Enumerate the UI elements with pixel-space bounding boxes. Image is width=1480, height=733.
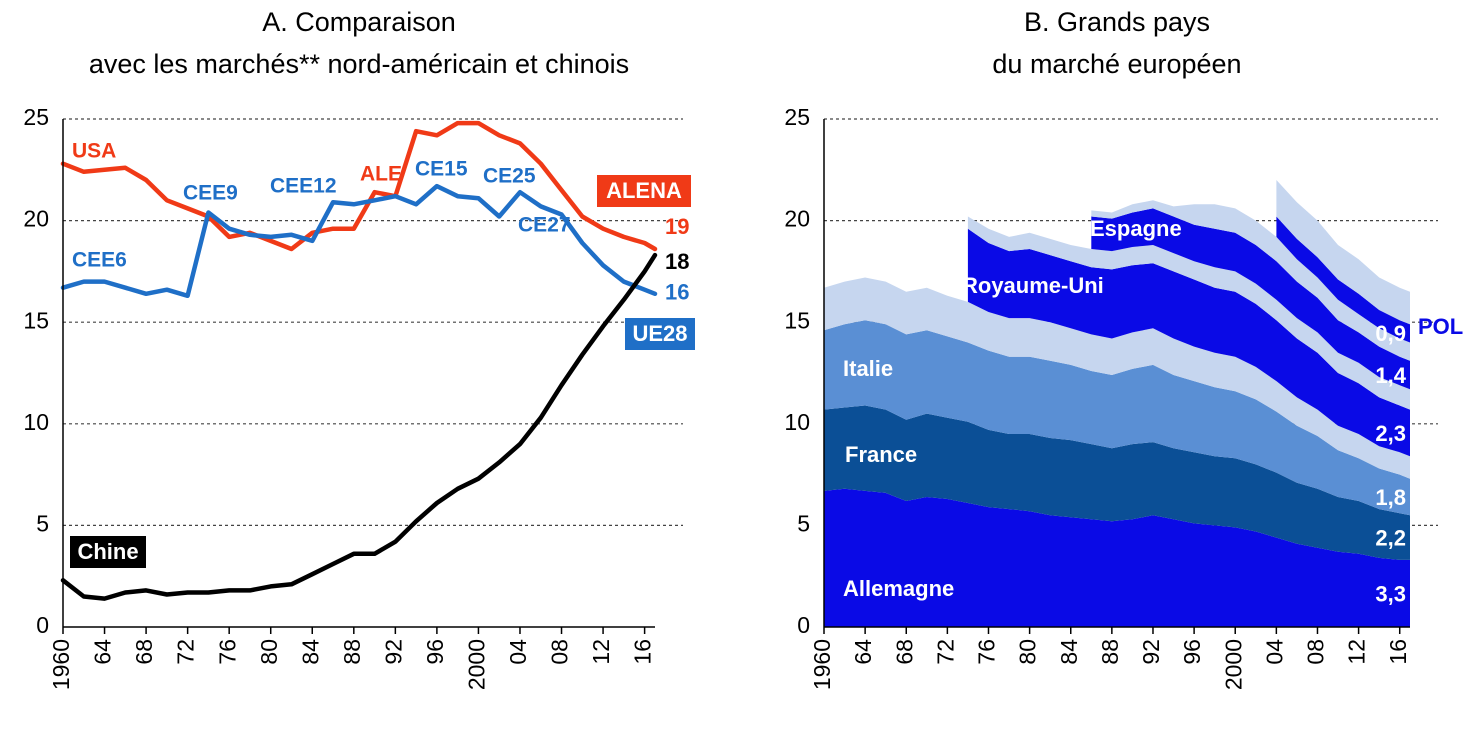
x-tick-label: 04 (1261, 639, 1287, 665)
value-label: 2,2 (1375, 525, 1406, 550)
series-label: UE28 (632, 321, 687, 346)
x-tick-label: 1960 (48, 639, 74, 690)
x-tick-label: 72 (932, 639, 958, 665)
annotation: CE15 (415, 158, 468, 181)
value-label: 3,3 (1375, 581, 1406, 606)
x-tick-label: 76 (214, 639, 240, 665)
y-tick-label: 20 (784, 206, 810, 232)
x-tick-label: 16 (630, 639, 656, 665)
x-tick-label: 84 (1056, 639, 1082, 665)
annotation: CEE6 (72, 249, 127, 272)
x-tick-label: 12 (588, 639, 614, 665)
x-tick-label: 04 (505, 639, 531, 665)
area-band (824, 405, 1410, 560)
series-label: Italie (843, 356, 893, 381)
series-label: POL (1418, 314, 1463, 339)
y-tick-label: 5 (797, 510, 810, 536)
series-label: Royaume-Uni (962, 273, 1104, 298)
x-tick-label: 08 (1303, 639, 1329, 665)
series-label-box (625, 318, 695, 350)
annotation: ALE (360, 163, 402, 186)
x-tick-label: 2000 (464, 639, 490, 690)
value-label: 18 (665, 249, 689, 274)
annotation: USA (72, 140, 116, 163)
value-label: 2,3 (1375, 421, 1406, 446)
area-band (1276, 216, 1410, 343)
series-line (60, 120, 658, 252)
series-label-box (70, 536, 146, 568)
x-tick-label: 84 (297, 639, 323, 665)
y-tick-label: 10 (23, 409, 49, 435)
x-tick-label: 16 (1385, 639, 1411, 665)
series-line (60, 183, 658, 299)
value-label: 19 (665, 214, 689, 239)
area-band (824, 488, 1410, 627)
x-tick-label: 92 (380, 639, 406, 665)
x-tick-label: 2000 (1220, 639, 1246, 690)
y-tick-label: 0 (36, 612, 49, 638)
annotation: CE27 (518, 214, 571, 237)
value-label: 0,9 (1375, 321, 1406, 346)
y-tick-label: 15 (23, 307, 49, 333)
series-line (60, 252, 658, 601)
y-tick-label: 5 (36, 510, 49, 536)
x-tick-label: 92 (1138, 639, 1164, 665)
x-tick-label: 96 (422, 639, 448, 665)
x-tick-label: 68 (131, 639, 157, 665)
x-tick-label: 12 (1344, 639, 1370, 665)
x-tick-label: 88 (1097, 639, 1123, 665)
x-tick-label: 64 (850, 639, 876, 665)
area-band (1276, 180, 1410, 325)
x-tick-label: 88 (339, 639, 365, 665)
series-label: Espagne (1090, 216, 1182, 241)
y-tick-label: 0 (797, 612, 810, 638)
y-tick-label: 15 (784, 307, 810, 333)
annotation: CEE12 (270, 175, 337, 198)
y-tick-label: 20 (23, 206, 49, 232)
area-band (967, 228, 1410, 457)
area-band (1091, 208, 1410, 390)
chart-title: du marché européen (992, 49, 1241, 79)
annotation: CEE9 (183, 182, 238, 205)
value-label: 1,4 (1375, 363, 1406, 388)
chart-title: A. Comparaison (262, 7, 456, 37)
y-tick-label: 25 (784, 104, 810, 130)
y-tick-label: 10 (784, 409, 810, 435)
annotation: CE25 (483, 165, 536, 188)
area-band (1091, 200, 1410, 361)
x-tick-label: 68 (891, 639, 917, 665)
chart-title: B. Grands pays (1024, 7, 1210, 37)
value-label: 1,8 (1375, 485, 1406, 510)
series-label: Chine (77, 539, 138, 564)
series-label: Allemagne (843, 576, 954, 601)
x-tick-label: 96 (1179, 639, 1205, 665)
area-band (824, 277, 1410, 479)
area-band (824, 320, 1410, 516)
series-label: ALENA (606, 178, 682, 203)
y-tick-label: 25 (23, 104, 49, 130)
x-tick-label: 76 (974, 639, 1000, 665)
x-tick-label: 80 (256, 639, 282, 665)
x-tick-label: 64 (90, 639, 116, 665)
value-label: 16 (665, 280, 689, 305)
series-label: France (845, 442, 917, 467)
x-tick-label: 80 (1015, 639, 1041, 665)
chart-title: avec les marchés** nord-américain et chi… (89, 49, 629, 79)
x-tick-label: 72 (173, 639, 199, 665)
series-label-box (597, 175, 691, 207)
x-tick-label: 1960 (809, 639, 835, 690)
x-tick-label: 08 (547, 639, 573, 665)
